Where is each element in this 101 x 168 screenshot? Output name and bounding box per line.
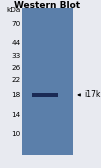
Text: Western Blot: Western Blot	[14, 1, 80, 10]
Bar	[22, 8, 73, 155]
Text: 44: 44	[11, 40, 21, 46]
Bar	[32, 93, 58, 97]
Text: 18: 18	[11, 92, 21, 98]
Text: 26: 26	[11, 65, 21, 71]
Text: 70: 70	[11, 21, 21, 27]
Text: ⅰ17kDa: ⅰ17kDa	[84, 90, 101, 99]
Text: 22: 22	[11, 77, 21, 83]
Text: 10: 10	[11, 131, 21, 137]
Text: 14: 14	[11, 112, 21, 118]
Text: kDa: kDa	[6, 7, 21, 13]
Text: 33: 33	[11, 53, 21, 59]
